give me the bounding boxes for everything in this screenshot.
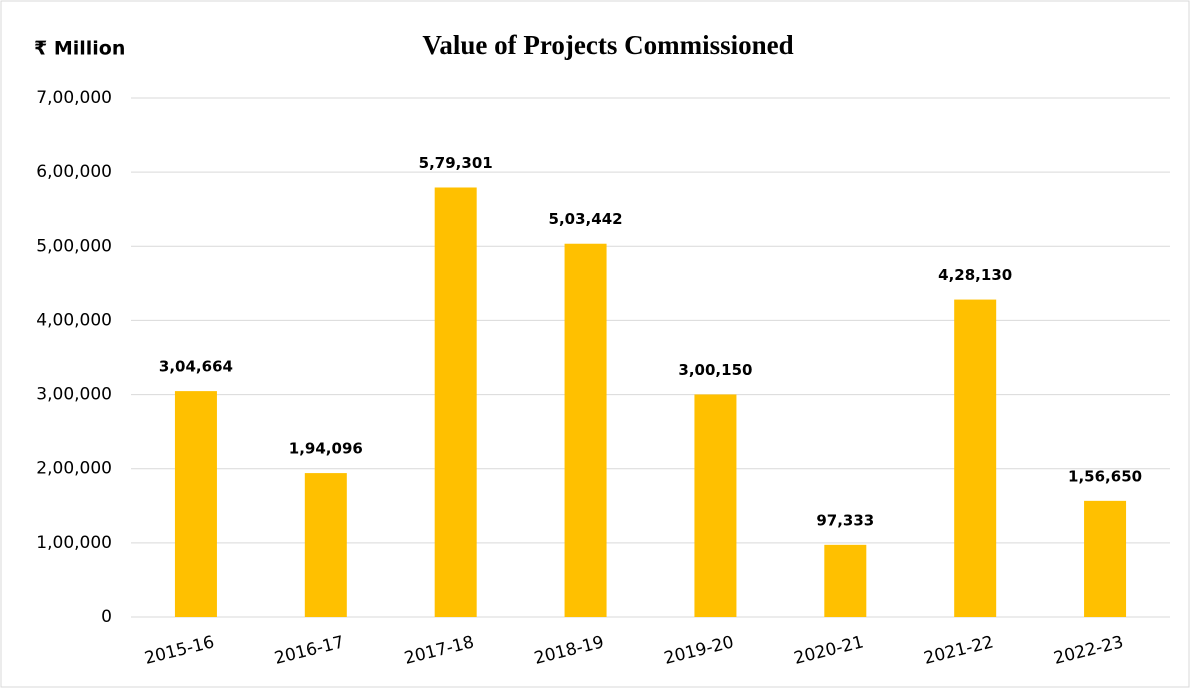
- value-label: 5,79,301: [419, 154, 493, 172]
- y-tick-label: 5,00,000: [36, 236, 112, 256]
- bar: [1084, 500, 1127, 617]
- bar: [694, 394, 737, 617]
- y-axis-label: ₹ Million: [34, 38, 125, 60]
- y-tick-label: 6,00,000: [36, 162, 112, 182]
- bar: [954, 299, 997, 617]
- value-label: 1,56,650: [1068, 467, 1142, 485]
- bar: [174, 391, 217, 617]
- y-tick-label: 4,00,000: [36, 310, 112, 330]
- y-tick-label: 3,00,000: [36, 385, 112, 405]
- value-label: 3,04,664: [159, 358, 233, 376]
- chart-title: Value of Projects Commissioned: [422, 30, 793, 60]
- bar: [824, 544, 867, 617]
- bar: [564, 243, 607, 618]
- value-label: 1,94,096: [289, 440, 363, 458]
- value-label: 5,03,442: [549, 210, 623, 228]
- y-tick-label: 7,00,000: [36, 88, 112, 108]
- value-label: 97,333: [816, 511, 874, 529]
- bar: [304, 473, 347, 617]
- y-tick-label: 2,00,000: [36, 459, 112, 479]
- y-tick-label: 1,00,000: [36, 533, 112, 553]
- bar: [434, 187, 477, 617]
- y-tick-label: 0: [101, 607, 112, 627]
- value-label: 3,00,150: [678, 361, 752, 379]
- value-label: 4,28,130: [938, 266, 1012, 284]
